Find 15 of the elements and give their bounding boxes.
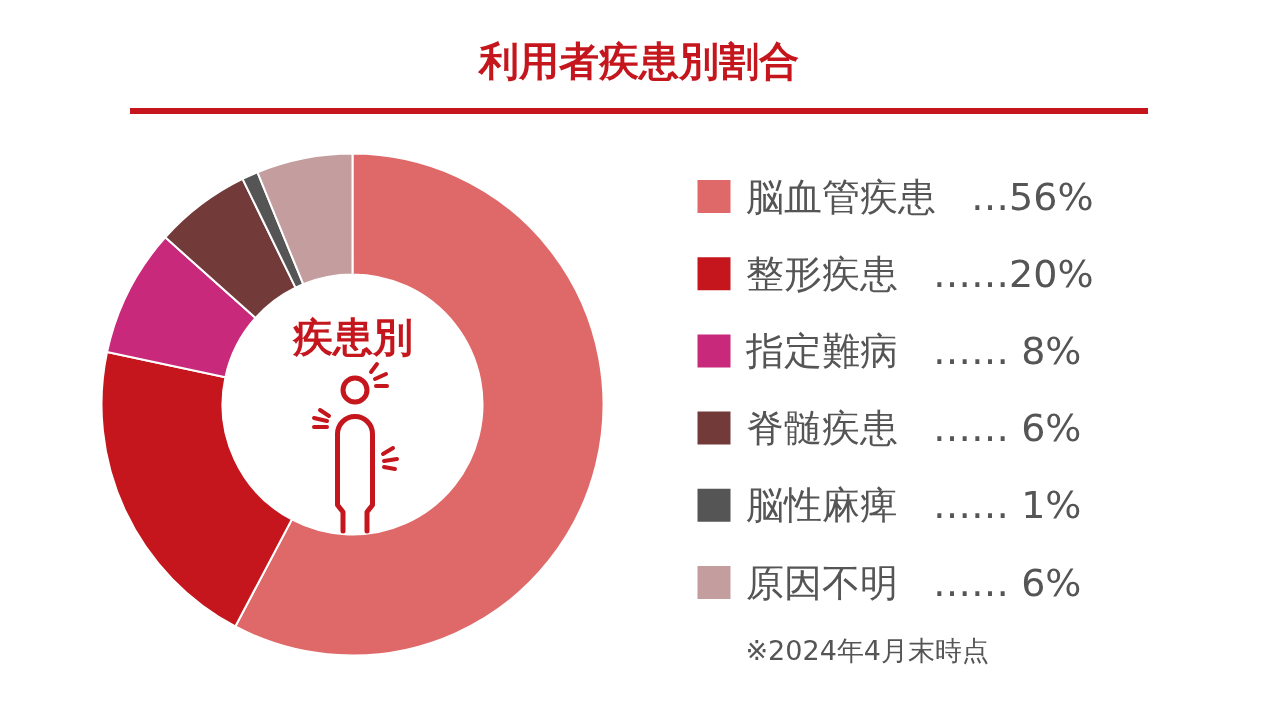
data-label: …… 8%: [933, 328, 1082, 373]
legend-label: 原因不明: [745, 560, 898, 605]
text: 疾患別: [291, 313, 413, 360]
text: ※2024年4月末時点: [745, 635, 990, 666]
data-label: ……20%: [933, 251, 1094, 296]
legend-label: 整形疾患: [745, 251, 898, 296]
legend-label: 脳性麻痺: [745, 483, 898, 528]
legend-label: 脊髄疾患: [745, 406, 898, 451]
data-label: …56%: [971, 174, 1094, 219]
chart-title: 利用者疾患別割合: [130, 34, 1148, 114]
data-label: …… 1%: [933, 483, 1082, 528]
data-label: …… 6%: [933, 406, 1082, 451]
legend-label: 指定難病: [744, 328, 898, 373]
data-label: …… 6%: [933, 560, 1082, 605]
legend-label: 脳血管疾患: [745, 174, 936, 219]
